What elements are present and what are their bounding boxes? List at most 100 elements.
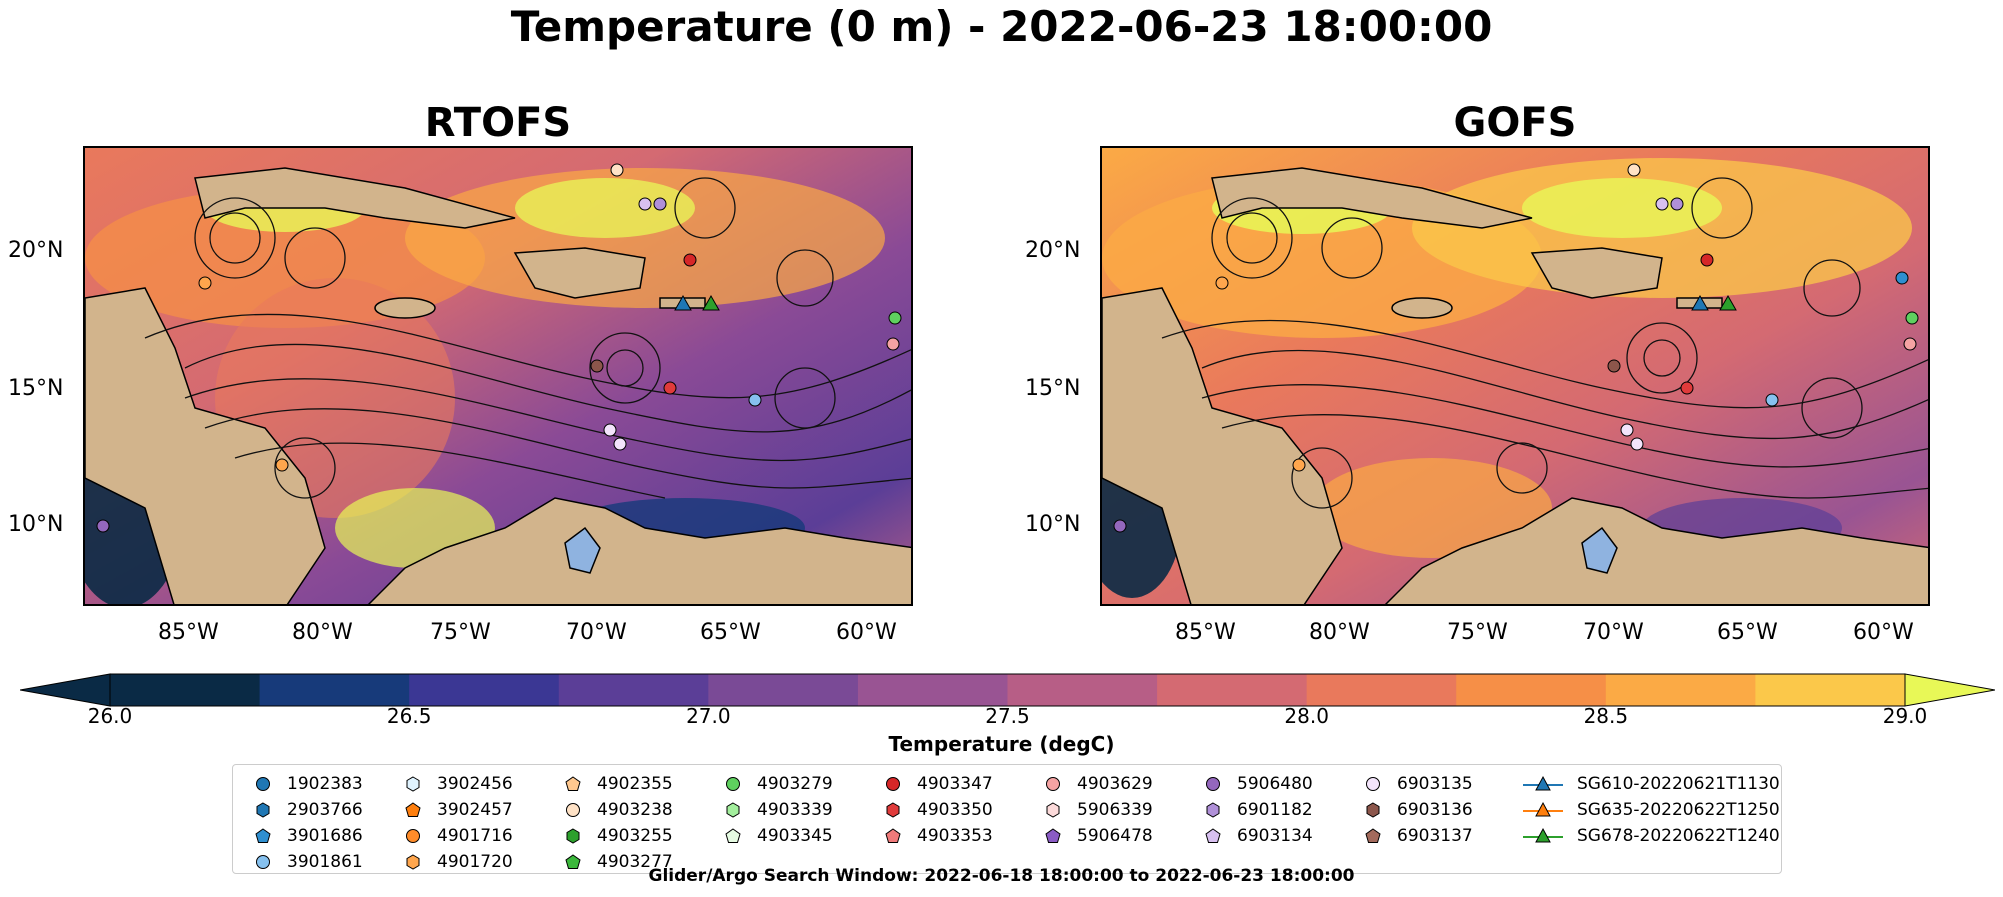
legend-column: 6903135 6903136 6903137 (1363, 771, 1473, 849)
colorbar-tick-label: 26.5 (386, 704, 432, 728)
legend-item-label: 3902456 (437, 774, 513, 794)
colorbar-segment (409, 674, 560, 706)
legend-item: 5906339 (1043, 797, 1153, 823)
legend-item-label: 4901720 (437, 852, 513, 872)
legend-item: 5906480 (1203, 771, 1313, 797)
colorbar-segment (1605, 674, 1756, 706)
legend-item: SG635-20220622T1250 (1523, 797, 1780, 823)
colorbar-segments (20, 673, 1995, 707)
triangle-marker-icon (1523, 801, 1563, 817)
lat-label-15n-rtofs: 15°N (8, 376, 64, 401)
lon-label-65w-rtofs: 65°W (700, 620, 761, 645)
legend-item-label: 4903350 (917, 800, 993, 820)
legend-item: 3901861 (253, 849, 363, 875)
hexagon-marker-icon (406, 854, 420, 870)
legend-item: 6901182 (1203, 797, 1313, 823)
legend-item: 4903345 (723, 823, 833, 849)
legend-item: 4903255 (563, 823, 673, 849)
legend-item: 3902456 (403, 771, 513, 797)
pentagon-marker-icon (565, 854, 581, 869)
legend-item: 1902383 (253, 771, 363, 797)
map-canvas (85, 148, 911, 604)
circle-marker-icon (1046, 777, 1060, 791)
map-gofs (1100, 146, 1930, 606)
colorbar-segment (1306, 674, 1457, 706)
lat-label-15n-gofs: 15°N (1025, 376, 1081, 401)
legend-item-label: 4903629 (1077, 774, 1153, 794)
legend-item: 6903137 (1363, 823, 1473, 849)
colorbar-title: Temperature (degC) (888, 732, 1115, 756)
map-rtofs (83, 146, 913, 606)
legend-item-label: 6903135 (1397, 774, 1473, 794)
colorbar-segment (708, 674, 859, 706)
pentagon-marker-icon (885, 828, 901, 843)
legend-column: 4903279 4903339 4903345 (723, 771, 833, 849)
colorbar-segment (558, 674, 709, 706)
legend-item: 4903353 (883, 823, 993, 849)
legend-item: SG678-20220622T1240 (1523, 823, 1780, 849)
legend-item-label: 6903136 (1397, 800, 1473, 820)
colorbar-segment (259, 674, 410, 706)
legend-item: 4903339 (723, 797, 833, 823)
triangle-marker-icon (1523, 827, 1563, 843)
legend-item: 4903277 (563, 849, 673, 875)
legend-item: 4903629 (1043, 771, 1153, 797)
legend-item-label: 6901182 (1237, 800, 1313, 820)
legend-item-label: 4903238 (597, 800, 673, 820)
map-canvas (1102, 148, 1928, 604)
legend-item: 4901720 (403, 849, 513, 875)
panel-title-gofs: GOFS (1453, 100, 1577, 146)
legend-item-label: 4903353 (917, 826, 993, 846)
legend-item-label: 4901716 (437, 826, 513, 846)
lon-label-75w-rtofs: 75°W (430, 620, 491, 645)
legend-item-label: 6903134 (1237, 826, 1313, 846)
lon-label-60w-gofs: 60°W (1853, 620, 1914, 645)
circle-marker-icon (406, 829, 420, 843)
colorbar-segment (1755, 674, 1906, 706)
pentagon-marker-icon (255, 828, 271, 843)
lon-label-85w-gofs: 85°W (1175, 620, 1236, 645)
legend-column: 4903347 4903350 4903353 (883, 771, 993, 849)
legend-item: 4901716 (403, 823, 513, 849)
legend-item-label: 2903766 (287, 800, 363, 820)
legend-item: 4903279 (723, 771, 833, 797)
colorbar-tick-label: 29.0 (1882, 704, 1928, 728)
colorbar-tick-label: 27.5 (985, 704, 1030, 728)
colorbar-segment (1007, 674, 1158, 706)
colorbar-segment (1456, 674, 1607, 706)
legend-item: 6903136 (1363, 797, 1473, 823)
legend-item: 3902457 (403, 797, 513, 823)
lon-label-75w-gofs: 75°W (1447, 620, 1508, 645)
legend-item: 4903350 (883, 797, 993, 823)
hexagon-marker-icon (406, 776, 420, 792)
lon-label-70w-rtofs: 70°W (566, 620, 627, 645)
legend-item: 6903134 (1203, 823, 1313, 849)
legend-item-label: 4903277 (597, 852, 673, 872)
legend-item-label: SG635-20220622T1250 (1577, 800, 1780, 820)
hexagon-marker-icon (1046, 802, 1060, 818)
hexagon-marker-icon (1366, 802, 1380, 818)
colorbar-segment (857, 674, 1008, 706)
lon-label-85w-rtofs: 85°W (158, 620, 219, 645)
lat-label-10n-rtofs: 10°N (8, 512, 64, 537)
legend-column: SG610-20220621T1130 SG635-20220622T1250 SG… (1523, 771, 1780, 849)
colorbar-tick-label: 26.0 (87, 704, 133, 728)
legend-item-label: 1902383 (287, 774, 363, 794)
legend-item-label: 4903255 (597, 826, 673, 846)
legend-column: 3902456 3902457 4901716 4901720 (403, 771, 513, 875)
triangle-marker-icon (1523, 775, 1563, 791)
legend-item-label: 4903345 (757, 826, 833, 846)
legend-item-label: 5906339 (1077, 800, 1153, 820)
circle-marker-icon (566, 803, 580, 817)
legend-item: 4902355 (563, 771, 673, 797)
colorbar-segment (1157, 674, 1308, 706)
pentagon-marker-icon (1365, 828, 1381, 843)
hexagon-marker-icon (256, 802, 270, 818)
legend-item: 3901686 (253, 823, 363, 849)
lon-label-70w-gofs: 70°W (1583, 620, 1644, 645)
legend-item-label: SG678-20220622T1240 (1577, 826, 1780, 846)
legend-item-label: 3901861 (287, 852, 363, 872)
legend-column: 1902383 2903766 3901686 3901861 (253, 771, 363, 875)
colorbar-tick-label: 28.0 (1284, 704, 1329, 728)
lon-label-80w-gofs: 80°W (1309, 620, 1370, 645)
